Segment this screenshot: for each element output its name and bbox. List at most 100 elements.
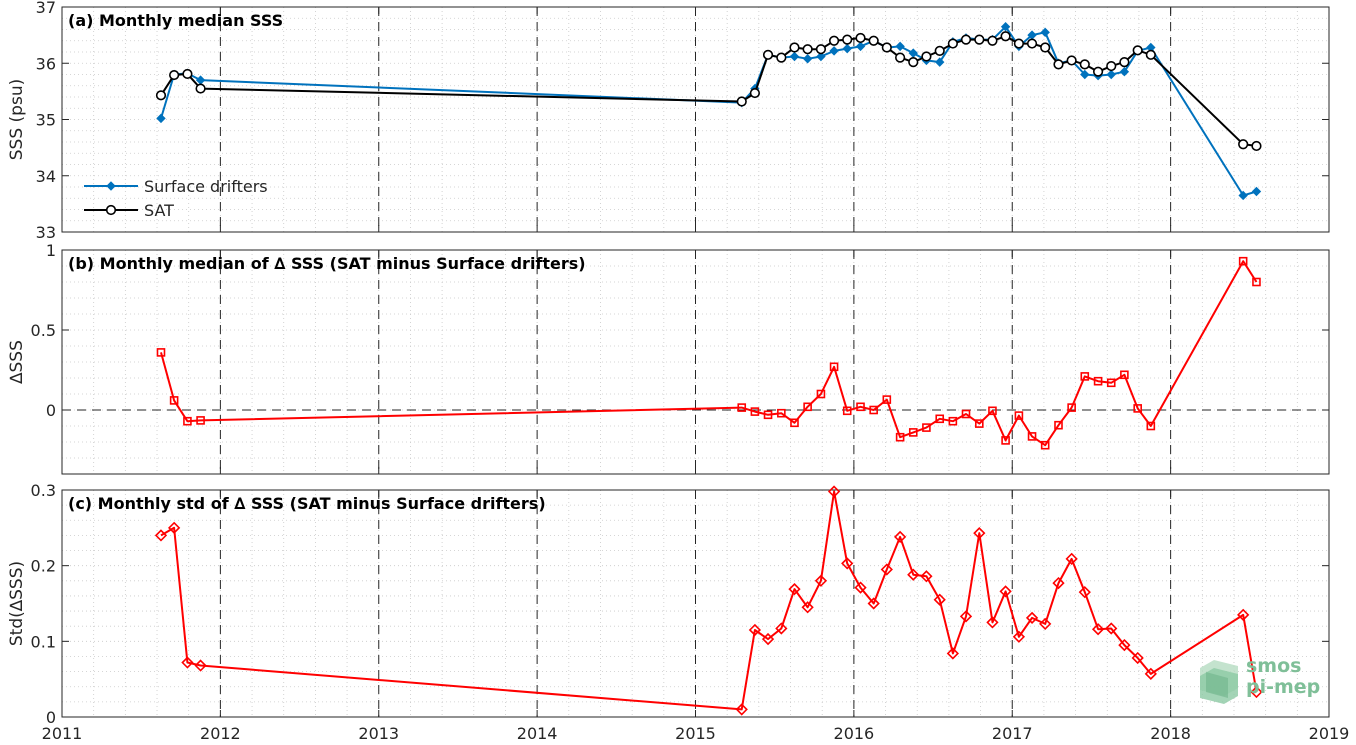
- data-point: [975, 419, 984, 428]
- data-point: [1146, 421, 1156, 431]
- x-tick-label-2011: 2011: [42, 724, 83, 743]
- data-point: [1131, 651, 1144, 665]
- data-point: [895, 41, 905, 52]
- y-tick-label: 1: [46, 241, 56, 260]
- data-point: [920, 570, 933, 583]
- data-point: [749, 87, 760, 99]
- panel-a-legend: Surface drifters SAT: [84, 177, 268, 220]
- panel-c-title: (c) Monthly std of ∆ SSS (SAT minus Surf…: [68, 494, 546, 513]
- data-point: [763, 410, 773, 420]
- data-point: [1105, 622, 1118, 635]
- data-point: [1120, 370, 1129, 380]
- x-tick-label-2013: 2013: [358, 724, 399, 743]
- panel-a: 33 34 35 36 37 SSS (psu) (a) Monthly median SS…: [7, 0, 1330, 242]
- data-point: [777, 408, 786, 418]
- data-point: [1065, 552, 1078, 565]
- data-point: [1238, 190, 1248, 201]
- data-point: [855, 41, 866, 52]
- data-point: [1144, 667, 1157, 681]
- data-point: [1040, 42, 1051, 53]
- y-tick-label: 0.1: [31, 632, 56, 651]
- y-tick-label: 0: [46, 401, 56, 420]
- panel-c: 0 0.1 0.2 0.3 2011 2012 2013 2014 2015 2016 2017 20…: [7, 481, 1349, 743]
- data-point: [842, 406, 852, 416]
- data-point: [1027, 432, 1037, 441]
- y-tick-label: 0.3: [31, 481, 56, 500]
- series-panel-c-0: [154, 485, 1263, 716]
- data-point: [974, 34, 985, 45]
- data-point: [167, 521, 181, 534]
- data-point: [1078, 586, 1091, 599]
- x-tick-label-2012: 2012: [200, 724, 241, 743]
- data-point: [1106, 378, 1116, 388]
- data-point: [1251, 140, 1262, 152]
- data-point: [155, 90, 167, 101]
- data-point: [959, 610, 973, 623]
- y-tick-label: 35: [36, 111, 56, 130]
- data-point: [1092, 66, 1104, 77]
- data-point: [1014, 411, 1024, 420]
- data-point: [815, 44, 827, 55]
- panel-a-year-lines: [219, 7, 1172, 232]
- logo-layers-icon: [1200, 660, 1238, 704]
- data-point: [988, 406, 997, 416]
- y-tick-label: 0: [46, 708, 56, 727]
- data-point: [935, 57, 945, 67]
- data-point: [156, 348, 166, 357]
- data-point: [737, 403, 747, 412]
- data-point: [986, 616, 999, 629]
- legend-label: Surface drifters: [144, 177, 268, 196]
- panel-a-y-axis-label: SSS (psu): [7, 79, 27, 160]
- x-tick-label-2014: 2014: [517, 724, 558, 743]
- panel-a-title: (a) Monthly median SSS: [68, 11, 283, 30]
- data-point: [893, 530, 907, 544]
- data-point: [880, 563, 893, 576]
- data-point: [973, 526, 986, 540]
- legend-marker: [105, 204, 117, 216]
- data-point: [869, 405, 878, 415]
- data-point: [1080, 372, 1090, 381]
- data-point: [1000, 21, 1011, 32]
- x-tick-label-2018: 2018: [1150, 724, 1191, 743]
- data-point: [803, 402, 812, 412]
- data-point: [816, 389, 826, 399]
- data-point: [761, 632, 775, 646]
- data-point: [842, 34, 853, 45]
- series-sat: [155, 31, 1262, 152]
- data-point: [868, 35, 879, 46]
- legend-label: SAT: [144, 201, 174, 220]
- x-tick-label-2019: 2019: [1309, 724, 1350, 743]
- data-point: [802, 54, 813, 64]
- data-point: [1000, 31, 1011, 42]
- data-point: [947, 38, 958, 49]
- data-point: [194, 659, 207, 672]
- panel-c-year-lines: [219, 490, 1172, 717]
- data-point: [169, 69, 180, 81]
- data-point: [1079, 59, 1090, 70]
- panel-b-y-axis-label: ∆SSS: [7, 340, 27, 385]
- data-point: [1133, 404, 1142, 413]
- data-point: [1145, 49, 1156, 60]
- data-point: [907, 568, 920, 581]
- data-point: [1093, 376, 1103, 386]
- data-point: [828, 35, 840, 46]
- data-point: [921, 51, 932, 62]
- data-point: [1106, 69, 1116, 80]
- data-point: [736, 96, 747, 107]
- data-point: [1119, 57, 1130, 68]
- data-point: [1025, 611, 1039, 625]
- x-tick-label-2015: 2015: [675, 724, 716, 743]
- y-tick-label: 34: [36, 167, 56, 186]
- data-point: [196, 416, 205, 425]
- data-point: [1132, 45, 1143, 56]
- data-point: [948, 416, 958, 426]
- data-point: [816, 51, 826, 62]
- data-point: [1026, 38, 1038, 49]
- data-point: [829, 362, 839, 372]
- smos-pi-mep-logo: smos pi-mep: [1192, 650, 1342, 710]
- data-point: [960, 34, 972, 45]
- data-point: [1252, 277, 1261, 287]
- data-point: [922, 423, 931, 432]
- data-point: [908, 57, 919, 68]
- logo-text: smos pi-mep: [1246, 656, 1320, 698]
